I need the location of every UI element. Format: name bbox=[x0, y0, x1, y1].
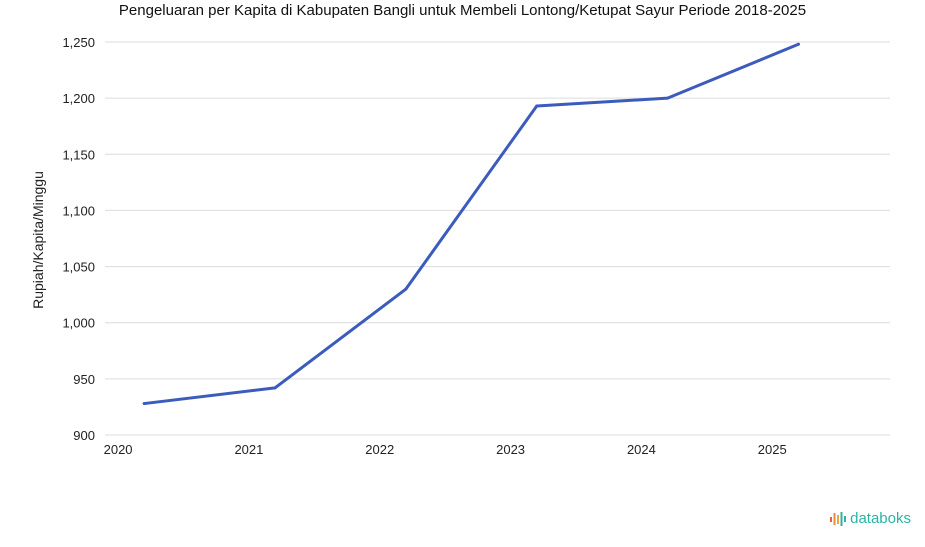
y-tick-label: 1,250 bbox=[62, 35, 95, 50]
data-point bbox=[142, 402, 146, 406]
data-point bbox=[796, 42, 800, 46]
x-tick-label: 2022 bbox=[365, 442, 394, 457]
y-tick-label: 950 bbox=[73, 372, 95, 387]
x-tick-label: 2021 bbox=[234, 442, 263, 457]
gridlines bbox=[105, 41, 890, 436]
x-tick-label: 2020 bbox=[104, 442, 133, 457]
y-tick-label: 1,000 bbox=[62, 316, 95, 331]
y-axis-ticks: 900 950 1,000 1,050 1,100 1,150 1,200 1,250 bbox=[62, 35, 95, 443]
y-tick-label: 1,050 bbox=[62, 260, 95, 275]
series-layer bbox=[142, 42, 800, 406]
chart-title: Pengeluaran per Kapita di Kabupaten Bang… bbox=[118, 2, 807, 19]
x-tick-label: 2023 bbox=[496, 442, 525, 457]
y-tick-label: 900 bbox=[73, 428, 95, 443]
data-point bbox=[535, 104, 539, 108]
y-tick-label: 1,200 bbox=[62, 91, 95, 106]
databoks-logo-icon bbox=[830, 511, 847, 526]
data-point bbox=[404, 287, 408, 291]
series-line bbox=[142, 42, 800, 406]
brand-name: databoks bbox=[850, 510, 911, 527]
x-tick-label: 2024 bbox=[627, 442, 656, 457]
x-axis-ticks: 2020 2021 2022 2023 2024 2025 bbox=[104, 442, 787, 457]
data-point bbox=[273, 386, 277, 390]
databoks-brand: databoks bbox=[829, 510, 911, 527]
data-point bbox=[666, 96, 670, 100]
x-tick-label: 2025 bbox=[758, 442, 787, 457]
y-tick-label: 1,150 bbox=[62, 147, 95, 162]
y-tick-label: 1,100 bbox=[62, 203, 95, 218]
y-axis-title: Rupiah/Kapita/Minggu bbox=[30, 171, 46, 309]
